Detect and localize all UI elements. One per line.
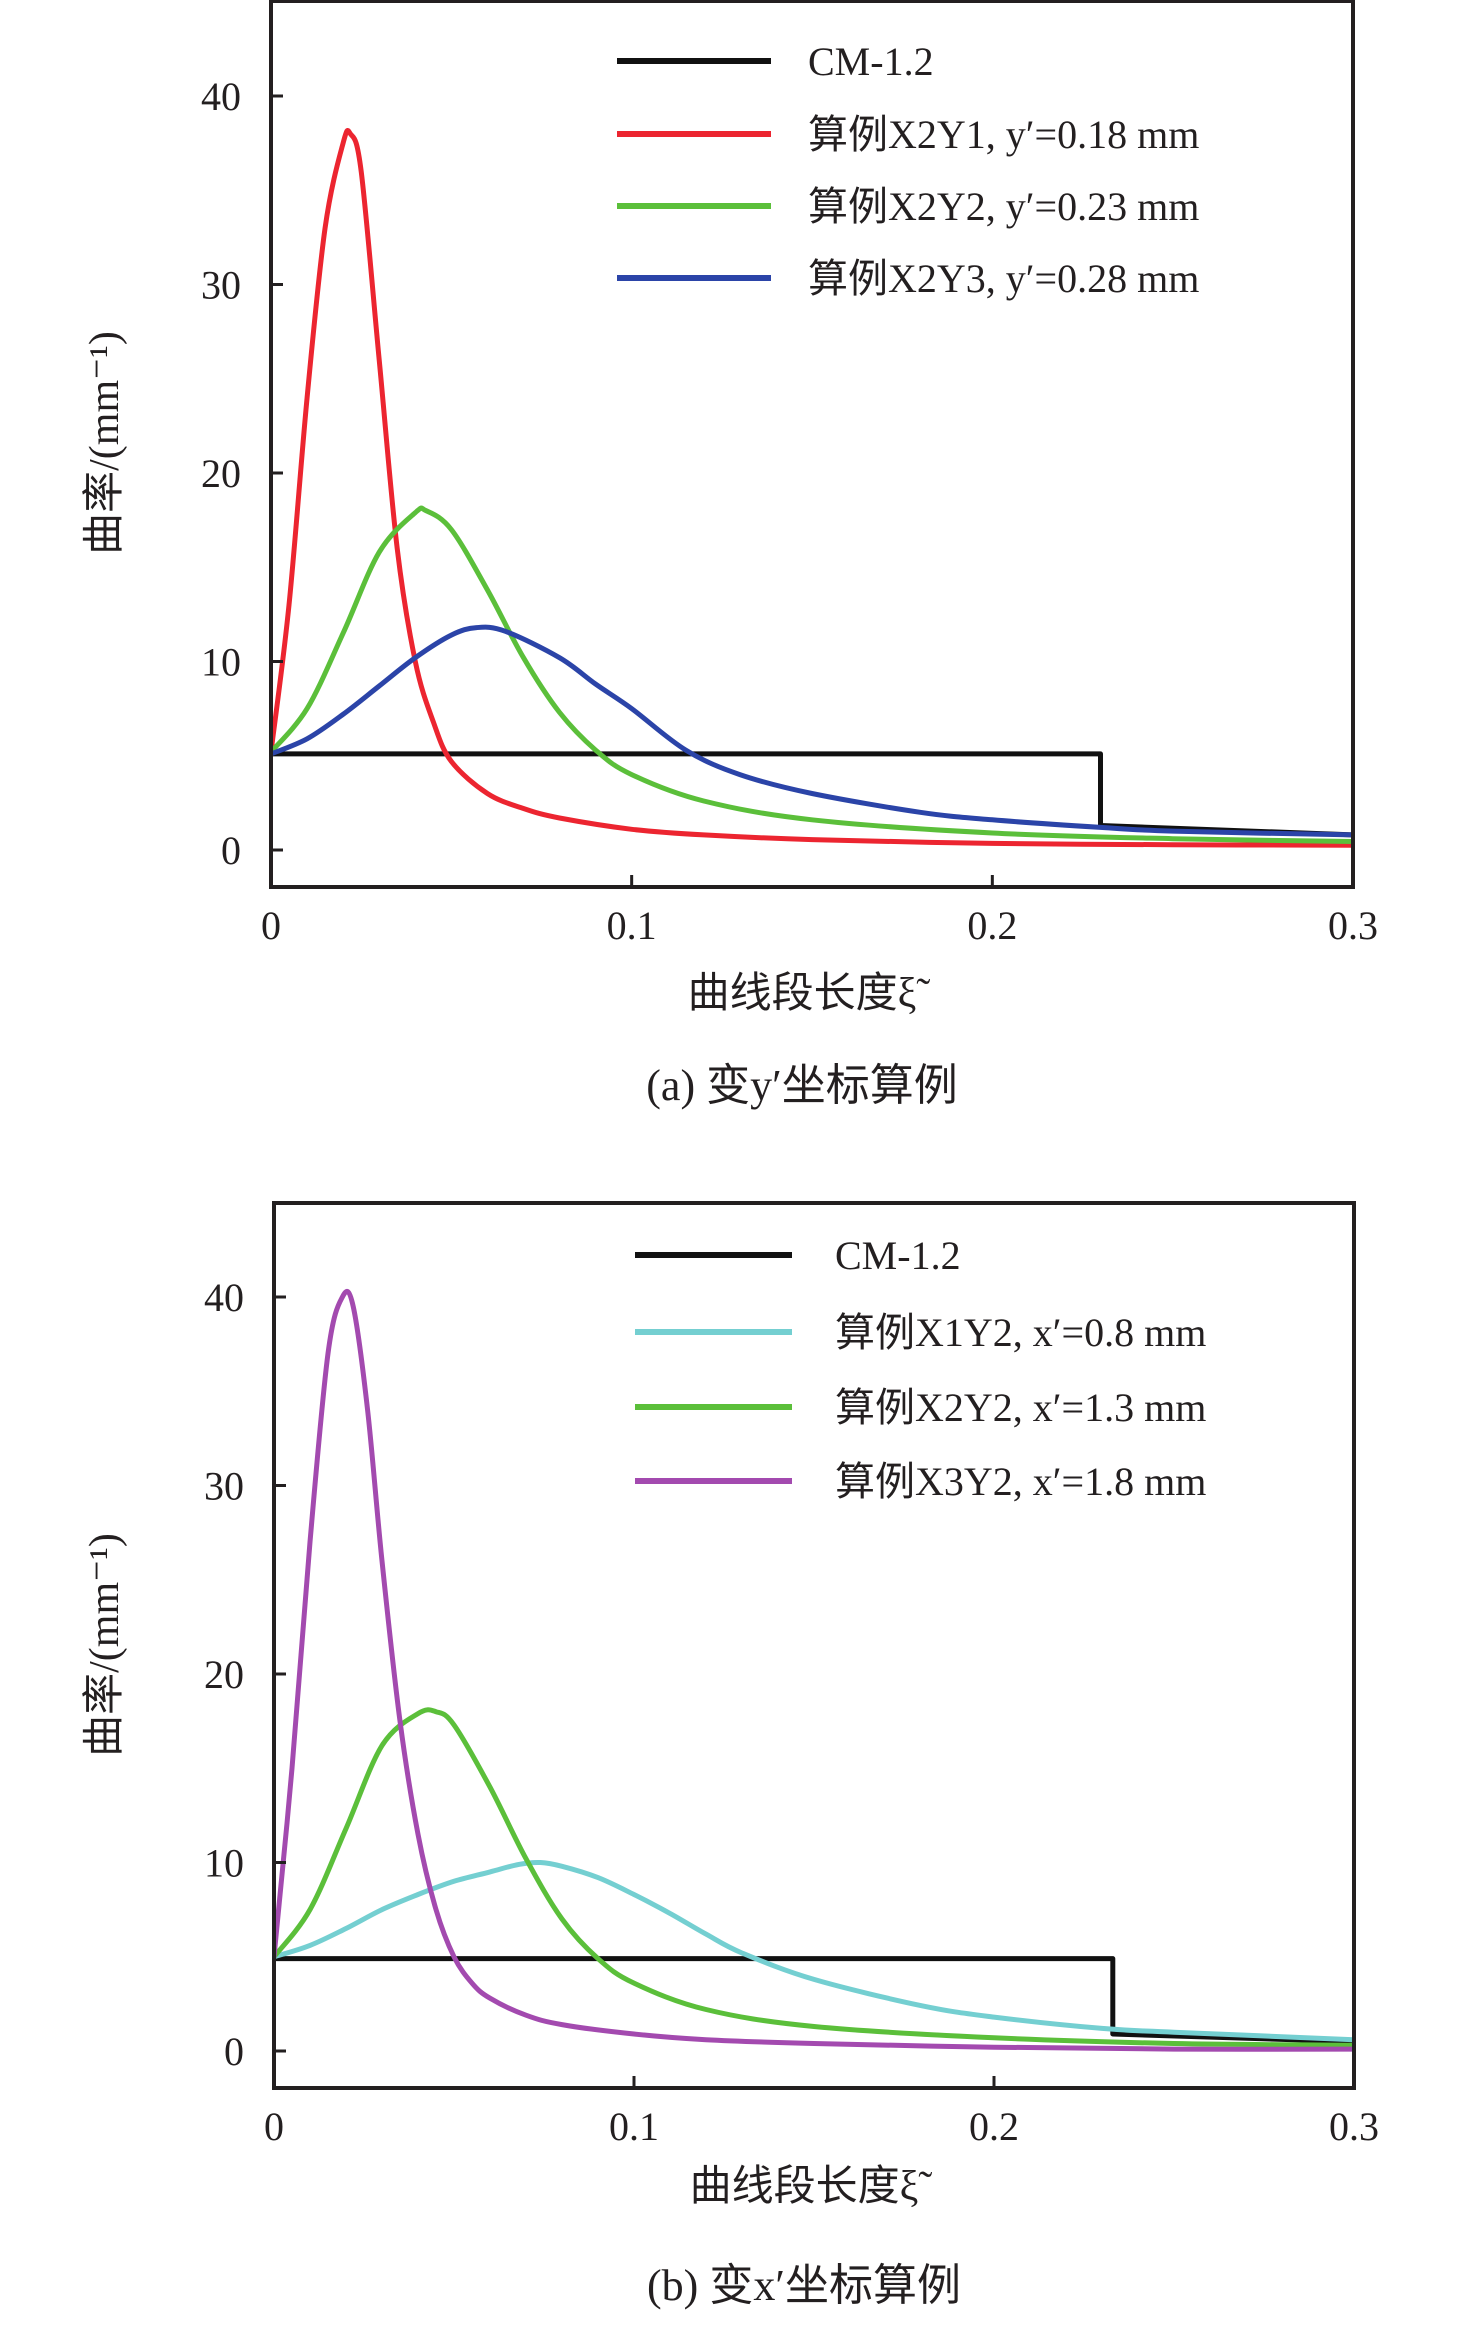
legend-entry: CM-1.2 (808, 39, 934, 84)
x-tick-label: 0 (261, 903, 281, 948)
legend-entry: CM-1.2 (835, 1233, 961, 1278)
y-tick-label: 30 (201, 263, 241, 308)
legend-entry: 算例X2Y2, y′=0.23 mm (808, 184, 1199, 229)
x-tick-label: 0.3 (1329, 2104, 1379, 2149)
plot-frame (272, 1201, 1356, 2090)
series-line-3 (274, 1289, 1354, 2052)
y-axis-label: 曲率/(mm⁻¹) (81, 331, 128, 555)
y-tick-label: 30 (204, 1464, 244, 1509)
legend-entry: 算例X2Y2, x′=1.3 mm (835, 1385, 1206, 1430)
plot-frame (269, 0, 1355, 889)
series-group (274, 1289, 1354, 2052)
series-line-2 (274, 1707, 1354, 2048)
y-tick-label: 20 (204, 1652, 244, 1697)
y-tick-label: 10 (204, 1841, 244, 1886)
series-line-0 (274, 1956, 1354, 2045)
legend-entry: 算例X2Y3, y′=0.28 mm (808, 256, 1199, 301)
legend-entry: 算例X2Y1, y′=0.18 mm (808, 112, 1199, 157)
y-tick-label: 40 (204, 1275, 244, 1320)
panel-caption: (a) 变y′坐标算例 (646, 1061, 957, 1110)
series-line-3 (271, 624, 1353, 838)
y-tick-label: 0 (224, 2029, 244, 2074)
x-axis-label: 曲线段长度ξ̃ (690, 2164, 933, 2210)
legend-entry: 算例X3Y2, x′=1.8 mm (835, 1459, 1206, 1504)
y-tick-label: 20 (201, 451, 241, 496)
legend-entry: 算例X1Y2, x′=0.8 mm (835, 1310, 1206, 1355)
series-line-1 (274, 1859, 1354, 2043)
x-tick-label: 0.1 (609, 2104, 659, 2149)
x-tick-label: 0.2 (967, 903, 1017, 948)
series-line-1 (271, 127, 1353, 848)
x-tick-label: 0 (264, 2104, 284, 2149)
x-tick-label: 0.2 (969, 2104, 1019, 2149)
chart-panel-a: 0 10 20 30 40 0 0.1 0.2 0.3 CM-1.2 算例X2Y1, y′=0.18… (81, 0, 1378, 1110)
chart-panel-b: 0 10 20 30 40 0 0.1 0.2 0.3 CM-1.2 算例X1Y2, x′=0.8 … (81, 1201, 1379, 2310)
y-tick-label: 10 (201, 640, 241, 685)
x-tick-label: 0.1 (607, 903, 657, 948)
series-group (271, 127, 1353, 848)
y-axis-label: 曲率/(mm⁻¹) (81, 1533, 128, 1757)
x-tick-label: 0.3 (1328, 903, 1378, 948)
series-line-2 (271, 505, 1353, 844)
panel-caption: (b) 变x′坐标算例 (647, 2261, 961, 2310)
y-tick-label: 40 (201, 74, 241, 119)
y-tick-label: 0 (221, 828, 241, 873)
x-axis-label: 曲线段长度ξ̃ (688, 971, 931, 1017)
